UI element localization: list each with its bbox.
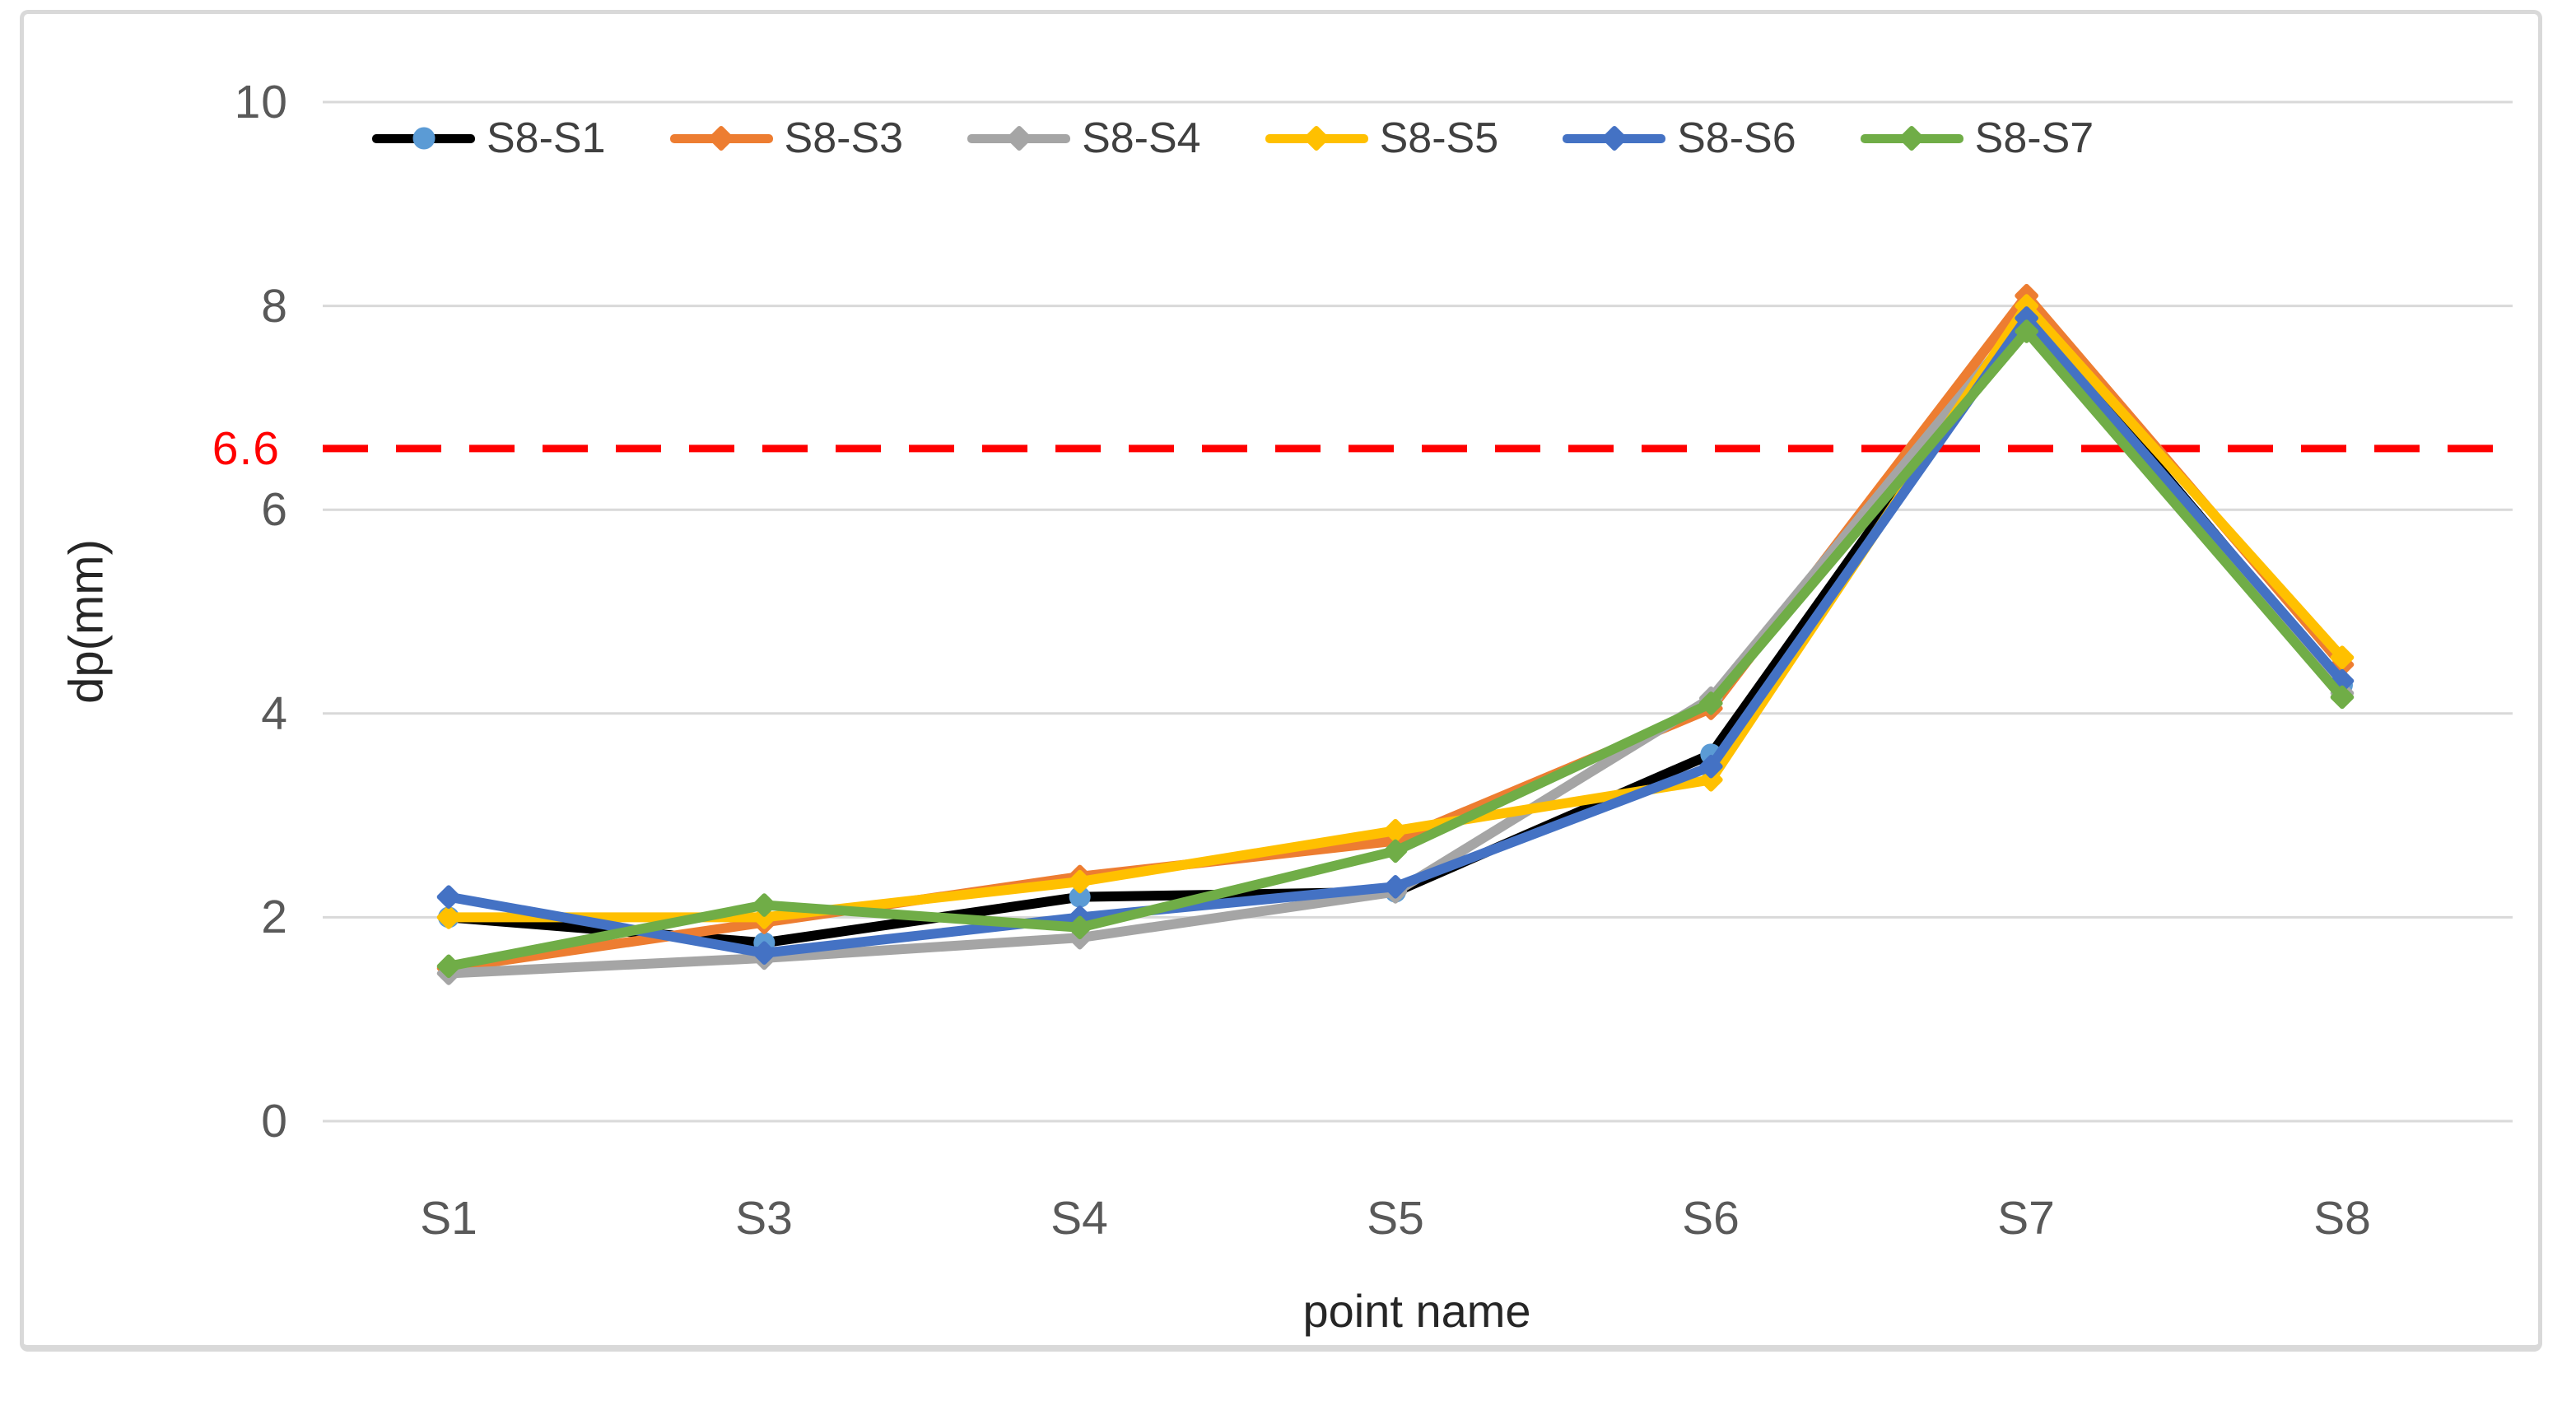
legend-line-sample	[1265, 124, 1368, 152]
legend-circle-marker-icon	[412, 127, 435, 150]
x-tick-s8: S8	[2313, 1192, 2371, 1245]
legend-item-s8-s3: S8-S3	[669, 114, 904, 163]
y-tick-10: 10	[234, 76, 288, 128]
series-line-S8-S7	[444, 326, 2347, 971]
legend-label: S8-S5	[1379, 114, 1499, 162]
marker-S8-S5-S5	[1383, 818, 1408, 843]
legend-label: S8-S3	[784, 114, 904, 162]
marker-S8-S6-S7	[2015, 306, 2038, 330]
x-tick-s5: S5	[1367, 1192, 1424, 1245]
y-axis-title: dp(mm)	[59, 539, 114, 704]
series-line-S8-S4	[444, 310, 2347, 979]
y-threshold-label: 6.6	[212, 422, 280, 475]
legend-diamond-marker-icon	[1898, 124, 1926, 152]
marker-S8-S5-S1	[436, 905, 461, 929]
y-tick-8: 8	[261, 280, 288, 333]
legend-label: S8-S7	[1974, 114, 2094, 162]
marker-S8-S1-S4	[1069, 886, 1091, 908]
marker-S8-S6-S6	[1699, 754, 1723, 779]
legend-item-s8-s6: S8-S6	[1563, 114, 1796, 163]
x-axis-title: point name	[1302, 1285, 1531, 1337]
marker-S8-S7-S3	[752, 893, 776, 917]
series-line-S8-S3	[444, 291, 2347, 974]
legend-line-sample	[669, 124, 773, 152]
marker-S8-S6-S5	[1383, 874, 1408, 899]
y-tick-4: 4	[261, 687, 288, 740]
x-tick-s3: S3	[735, 1192, 793, 1245]
legend-line-sample	[1563, 124, 1666, 152]
legend-item-s8-s1: S8-S1	[372, 114, 606, 163]
legend: S8-S1 S8-S3 S8-S4 S8-S5 S8-S6 S8-S7	[372, 114, 2158, 163]
legend-line-sample	[967, 124, 1071, 152]
legend-label: S8-S6	[1677, 114, 1796, 162]
marker-S8-S7-S1	[436, 954, 461, 979]
chart-frame	[20, 10, 2542, 1352]
y-tick-0: 0	[261, 1095, 288, 1147]
y-tick-2: 2	[261, 891, 288, 943]
marker-S8-S5-S8	[2330, 645, 2355, 670]
legend-label: S8-S1	[487, 114, 606, 162]
marker-S8-S7-S6	[1699, 691, 1723, 715]
marker-S8-S5-S4	[1068, 869, 1092, 894]
legend-item-s8-s4: S8-S4	[967, 114, 1201, 163]
marker-S8-S7-S7	[2015, 319, 2038, 343]
legend-diamond-marker-icon	[1302, 124, 1330, 152]
legend-line-sample	[1860, 124, 1963, 152]
legend-item-s8-s5: S8-S5	[1265, 114, 1499, 163]
legend-diamond-marker-icon	[1005, 124, 1032, 152]
legend-diamond-marker-icon	[1600, 124, 1628, 152]
marker-S8-S7-S8	[2330, 685, 2355, 710]
marker-S8-S6-S3	[752, 941, 776, 966]
marker-S8-S7-S4	[1068, 915, 1092, 940]
marker-S8-S6-S1	[436, 885, 461, 909]
legend-diamond-marker-icon	[707, 124, 735, 152]
y-tick-6: 6	[261, 483, 288, 536]
legend-label: S8-S4	[1082, 114, 1201, 162]
legend-item-s8-s7: S8-S7	[1860, 114, 2094, 163]
x-tick-s7: S7	[1997, 1192, 2055, 1245]
legend-line-sample	[372, 127, 475, 150]
x-tick-s1: S1	[420, 1192, 477, 1245]
x-tick-s6: S6	[1682, 1192, 1740, 1245]
marker-S8-S7-S5	[1383, 839, 1408, 863]
x-tick-s4: S4	[1050, 1192, 1108, 1245]
